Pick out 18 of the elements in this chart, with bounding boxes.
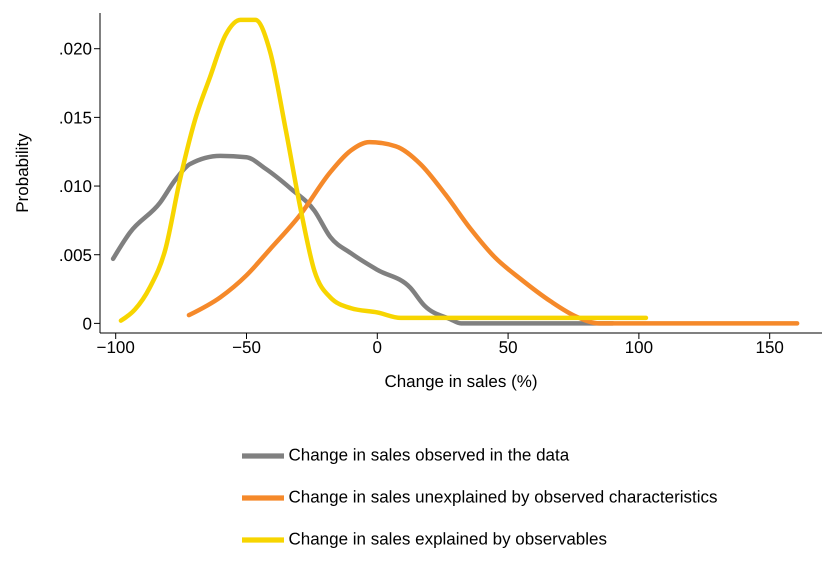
y-tick-label: .010: [58, 177, 92, 196]
legend-label: Change in sales unexplained by observed characteristics: [288, 487, 718, 506]
x-tick-label: −50: [232, 338, 261, 358]
y-tick-label: .015: [58, 108, 92, 128]
x-tick-label: 50: [498, 338, 518, 358]
x-axis-title: Change in sales (%): [384, 372, 538, 391]
x-tick-label: −100: [96, 338, 135, 358]
y-tick-label: .005: [58, 246, 92, 265]
x-tick-label: 0: [372, 338, 382, 358]
x-tick-label: 150: [755, 338, 784, 358]
line-series: [186, 140, 800, 326]
x-tick-label: 100: [624, 338, 654, 358]
y-axis-title: Probability: [13, 132, 32, 213]
legend-label: Change in sales explained by observables: [288, 529, 607, 548]
y-tick-label: 0: [82, 314, 92, 334]
legend-label: Change in sales observed in the data: [288, 445, 570, 464]
y-tick-label: .020: [58, 40, 92, 59]
line-series: [118, 18, 648, 323]
